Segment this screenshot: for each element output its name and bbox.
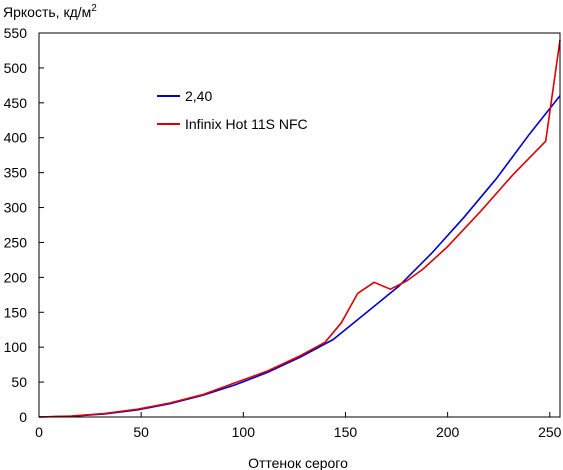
x-tick-label: 50 (133, 424, 149, 440)
y-tick-label: 300 (4, 200, 28, 216)
y-tick-label: 50 (11, 374, 27, 390)
y-tick-label: 150 (4, 304, 28, 320)
y-tick-label: 500 (4, 60, 28, 76)
y-tick-label: 400 (4, 130, 28, 146)
series-line-0 (38, 95, 561, 418)
plot-area-frame (38, 32, 561, 418)
x-tick-label: 150 (334, 424, 358, 440)
axis-ticks: 0 50 100 150 200 250 300 350 400 450 500 550 0 50 100 1… (4, 25, 562, 440)
y-tick-label: 350 (4, 165, 28, 181)
y-tick-label: 100 (4, 339, 28, 355)
series-layer (38, 39, 561, 418)
series-line-1 (38, 39, 561, 418)
x-axis-label: Оттенок серого (248, 455, 348, 470)
y-tick-label: 550 (4, 25, 28, 41)
x-tick-label: 0 (35, 424, 43, 440)
x-tick-label: 100 (232, 424, 256, 440)
x-tick-label: 250 (538, 424, 562, 440)
y-tick-label: 200 (4, 269, 28, 285)
x-tick-label: 200 (436, 424, 460, 440)
legend-label-1: Infinix Hot 11S NFC (185, 116, 308, 132)
y-tick-label: 450 (4, 95, 28, 111)
y-axis-label: Яркость, кд/м2 (3, 3, 97, 20)
y-tick-label: 0 (19, 409, 27, 425)
legend-label-0: 2,40 (185, 88, 212, 104)
legend: 2,40 Infinix Hot 11S NFC (157, 88, 308, 132)
y-tick-label: 250 (4, 234, 28, 250)
